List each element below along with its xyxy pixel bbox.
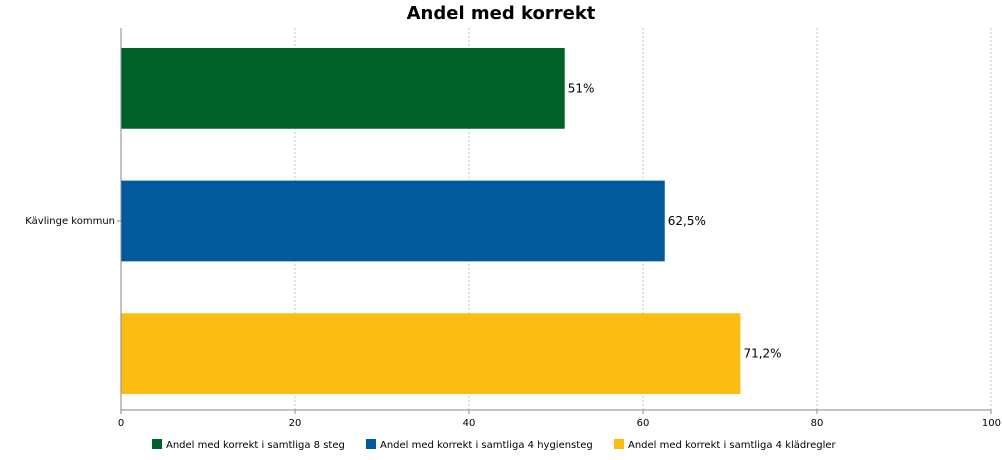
legend-label-series-1: Andel med korrekt i samtliga 8 steg: [166, 440, 345, 451]
x-tick-label: 100: [982, 418, 1001, 429]
legend-swatch-series-3: [614, 439, 624, 449]
category-label: Kävlinge kommun: [25, 216, 115, 227]
legend: Andel med korrekt i samtliga 8 steg Andel…: [152, 439, 837, 451]
data-label-series-1: 51%: [568, 81, 595, 95]
bar-series-2: [121, 180, 665, 262]
bar-series-3: [121, 313, 741, 394]
bar-series-1: [121, 48, 565, 129]
legend-swatch-series-2: [366, 439, 376, 449]
data-label-series-2: 62,5%: [668, 214, 706, 228]
x-tick-label: 80: [811, 418, 824, 429]
legend-swatch-series-1: [152, 439, 162, 449]
axes: 0 20 40 60 80 100 Kävlinge kommun: [25, 28, 1001, 429]
x-tick-label: 40: [463, 418, 476, 429]
x-tick-label: 0: [118, 418, 124, 429]
legend-label-series-3: Andel med korrekt i samtliga 4 klädregle…: [628, 440, 837, 451]
x-tick-label: 60: [637, 418, 650, 429]
data-label-series-3: 71,2%: [743, 347, 781, 361]
chart-title: Andel med korrekt: [407, 3, 596, 24]
legend-label-series-2: Andel med korrekt i samtliga 4 hygienste…: [380, 440, 593, 451]
x-tick-label: 20: [289, 418, 302, 429]
bars: 51% 62,5% 71,2%: [121, 48, 782, 394]
